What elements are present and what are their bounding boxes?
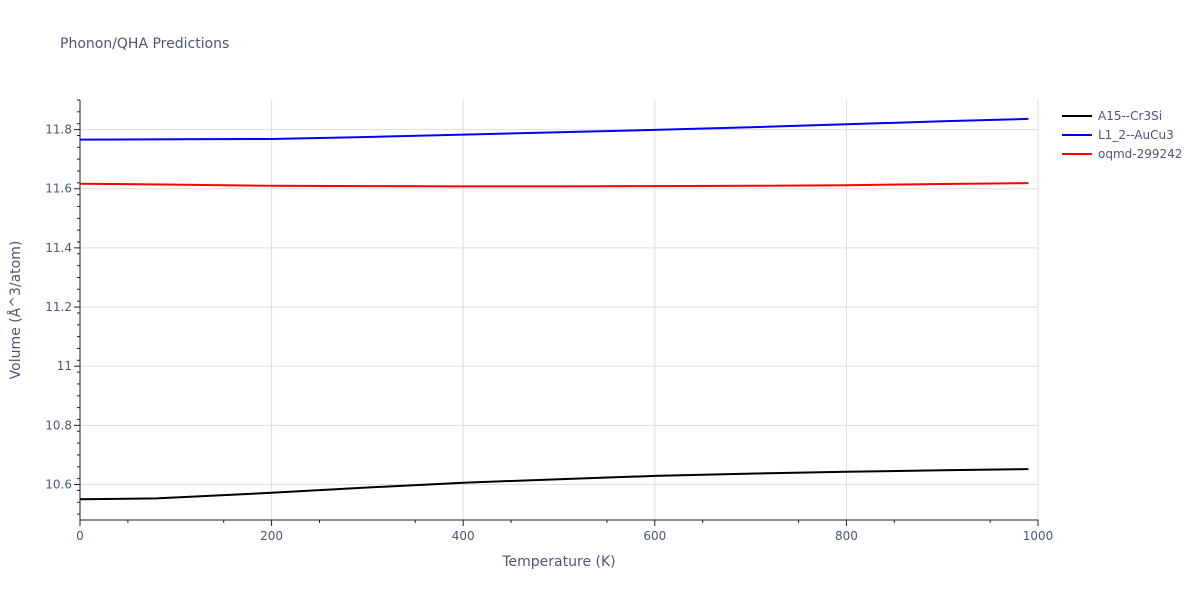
x-axis-label: Temperature (K) [502, 554, 616, 570]
y-tick-label: 11 [57, 359, 72, 373]
series-line-0[interactable] [79, 468, 1029, 501]
axes: 0 200 400 600 800 1000 10.6 10.8 11 11.2 11.4 11.6 1… [45, 99, 1054, 543]
legend-label: A15--Cr3Si [1098, 108, 1163, 123]
y-tick-label: 11.8 [45, 123, 72, 137]
series-lines [79, 117, 1029, 501]
x-tick-label: 800 [835, 529, 858, 543]
series-line-1[interactable] [79, 117, 1029, 141]
x-tick-label: 0 [76, 529, 84, 543]
y-tick-label: 10.6 [45, 478, 72, 492]
legend-item-a15-cr3si[interactable]: A15--Cr3Si [1062, 106, 1182, 125]
legend: A15--Cr3Si L1_2--AuCu3 oqmd-299242 [1062, 106, 1182, 163]
y-tick-label: 10.8 [45, 418, 72, 432]
legend-swatch [1062, 114, 1092, 117]
legend-swatch [1062, 133, 1092, 136]
legend-label: L1_2--AuCu3 [1098, 127, 1174, 142]
legend-swatch [1062, 152, 1092, 155]
x-tick-label: 1000 [1023, 529, 1054, 543]
y-tick-label: 11.6 [45, 182, 72, 196]
legend-item-oqmd-299242[interactable]: oqmd-299242 [1062, 144, 1182, 163]
y-tick-label: 11.2 [45, 300, 72, 314]
grid-lines [80, 100, 1039, 520]
chart-title: Phonon/QHA Predictions [60, 36, 230, 52]
y-axis-label: Volume (Å^3/atom) [8, 240, 24, 380]
legend-label: oqmd-299242 [1098, 146, 1183, 161]
x-tick-label: 400 [452, 529, 475, 543]
x-tick-label: 600 [643, 529, 666, 543]
x-tick-label: 200 [260, 529, 283, 543]
series-line-2[interactable] [79, 182, 1029, 188]
y-tick-label: 11.4 [45, 241, 72, 255]
legend-item-l12-aucu3[interactable]: L1_2--AuCu3 [1062, 125, 1182, 144]
